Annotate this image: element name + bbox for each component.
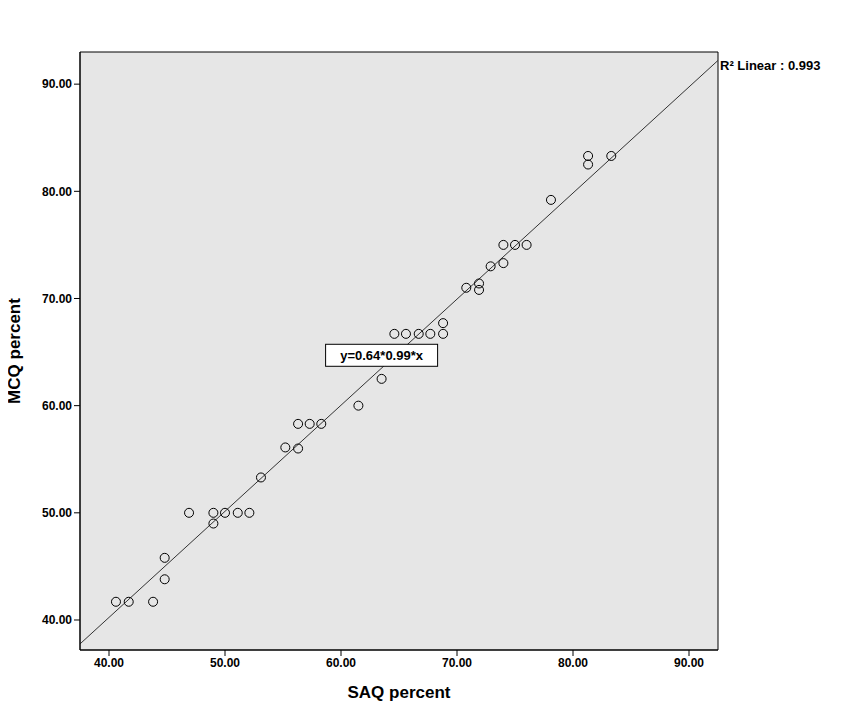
svg-text:60.00: 60.00 [42,399,72,413]
html-text:R² Linear : 0.993: R² Linear : 0.993 [720,58,821,73]
svg-text:40.00: 40.00 [94,656,124,670]
svg-text:90.00: 90.00 [674,656,704,670]
svg-text:MCQ percent: MCQ percent [8,298,24,404]
svg-text:50.00: 50.00 [210,656,240,670]
svg-text:90.00: 90.00 [42,77,72,91]
svg-text:y=0.64*0.99*x: y=0.64*0.99*x [340,348,424,363]
svg-text:40.00: 40.00 [42,613,72,627]
svg-text:80.00: 80.00 [42,185,72,199]
svg-text:50.00: 50.00 [42,506,72,520]
svg-text:70.00: 70.00 [442,656,472,670]
svg-text:SAQ percent: SAQ percent [348,683,451,702]
svg-text:60.00: 60.00 [326,656,356,670]
svg-text:80.00: 80.00 [558,656,588,670]
svg-text:70.00: 70.00 [42,292,72,306]
